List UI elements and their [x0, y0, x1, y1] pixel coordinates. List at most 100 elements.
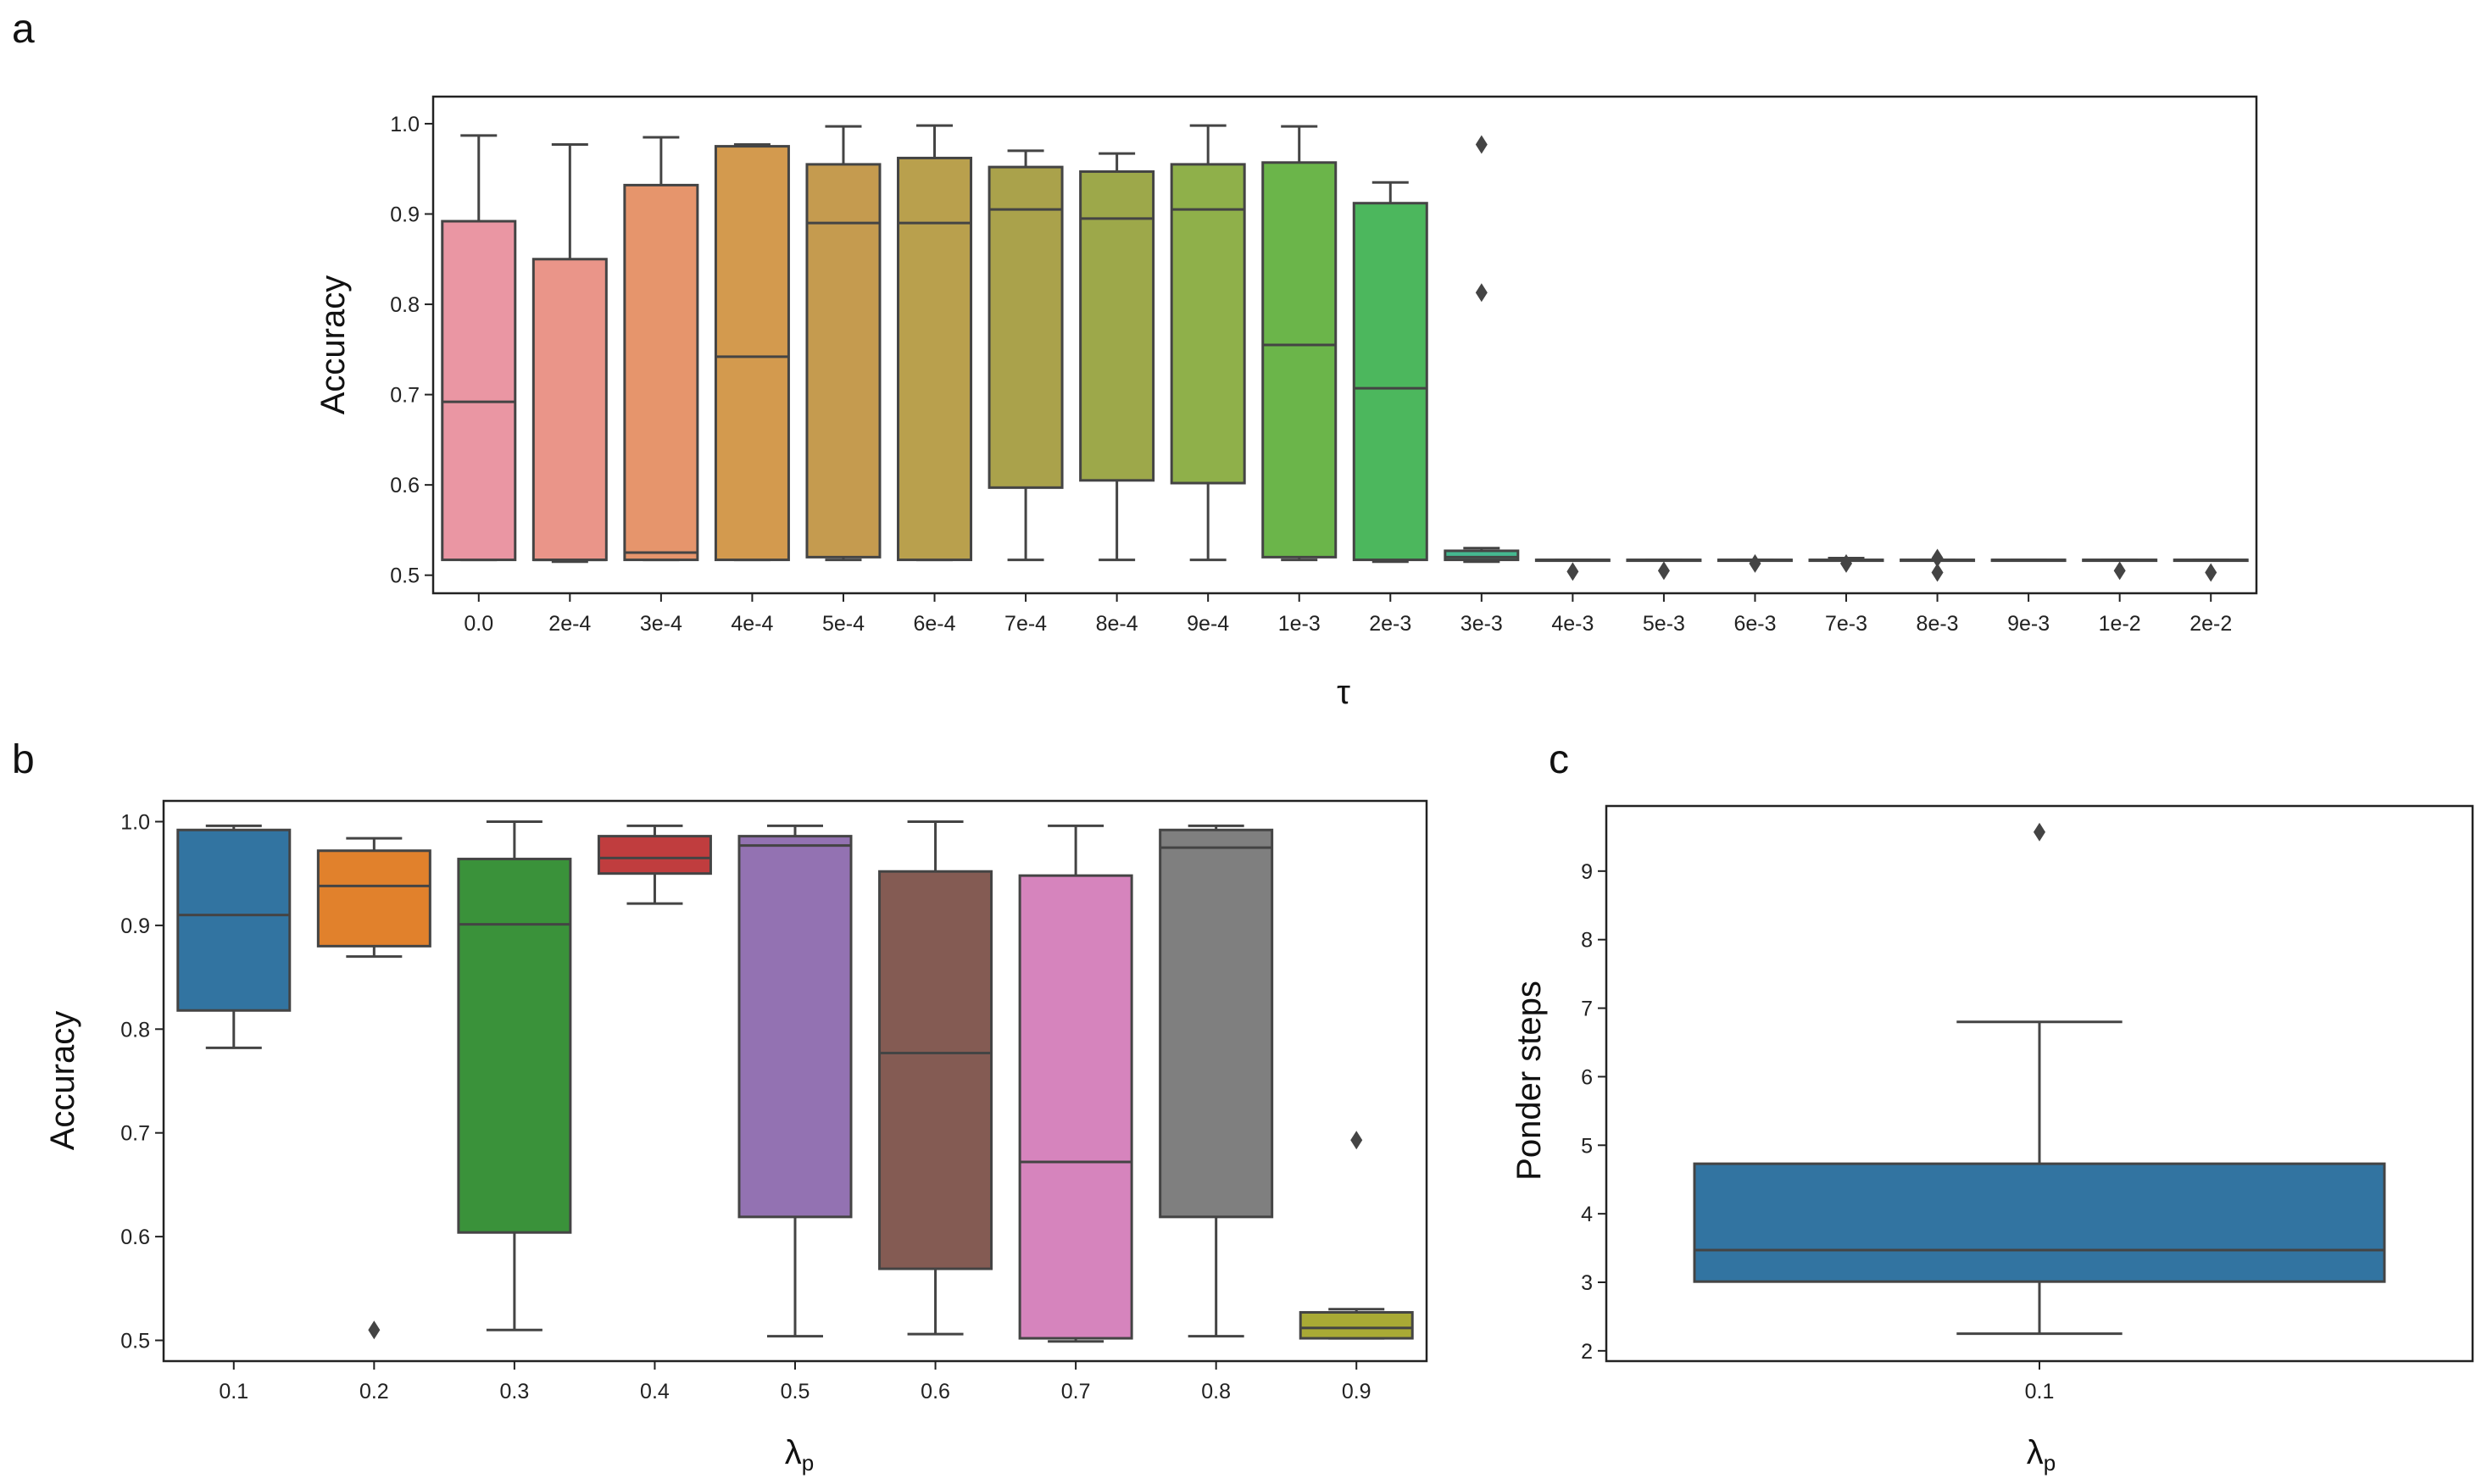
panel-b: b 0.50.60.70.80.91.00.1 0.2 0.3 0.4 0.5 0.6 0.… [12, 737, 1428, 1476]
panel-b-box-0.9 [1299, 1131, 1414, 1340]
panel-a-xtick-label: 6e-4 [914, 612, 956, 636]
outlier-point [1931, 563, 1944, 582]
panel-c-letter: c [1549, 737, 1569, 782]
panel-a-ytick-label: 0.9 [390, 203, 420, 227]
box-iqr [737, 835, 853, 1219]
panel-c-ytick-label: 8 [1581, 929, 1593, 953]
panel-a-box-1e-2 [2082, 559, 2158, 581]
panel-a-box-1e-3 [1261, 125, 1338, 562]
box-iqr [176, 828, 292, 1012]
panel-a-xlabel: τ [1337, 674, 1350, 711]
box-iqr [878, 870, 993, 1270]
panel-b-ylabel: Accuracy [44, 1011, 81, 1151]
panel-a-box-2e-4 [531, 142, 608, 564]
box-iqr [897, 156, 973, 562]
panel-b-xlabel: λp [785, 1434, 814, 1476]
panel-a-box-3e-3 [1444, 135, 1520, 564]
box-iqr [457, 858, 572, 1234]
panel-a-xtick-label: 7e-3 [1825, 612, 1867, 636]
panel-b-xtick-label: 0.2 [359, 1380, 389, 1403]
panel-a-xtick-label: 6e-3 [1733, 612, 1776, 636]
box-iqr [1018, 874, 1133, 1340]
outlier-point [368, 1320, 381, 1340]
box-iqr [1693, 1162, 2386, 1283]
panel-b-ytick-label: 0.5 [120, 1330, 150, 1353]
outlier-point [2113, 561, 2126, 581]
outlier-point [2205, 563, 2217, 582]
panel-c-ytick-label: 6 [1581, 1065, 1593, 1089]
panel-a-box-9e-3 [1990, 559, 2067, 563]
panel-a-xtick-label: 2e-4 [548, 612, 591, 636]
panel-c-plot-area: 2 3 4 5 6 7 8 9 0.1 [1581, 822, 2386, 1403]
panel-b-xtick-label: 0.6 [921, 1380, 950, 1403]
panel-a-xtick-label: 9e-3 [2007, 612, 2050, 636]
panel-b-box-0.7 [1018, 824, 1133, 1343]
panel-b-frame [162, 799, 1428, 1363]
panel-a-ytick-label: 0.6 [390, 474, 420, 497]
panel-c-ytick-label: 3 [1581, 1271, 1593, 1295]
panel-a-box-5e-3 [1626, 559, 1702, 581]
panel-b-xtick-label: 0.1 [219, 1380, 248, 1403]
box-iqr [1261, 161, 1338, 559]
panel-a-xtick-label: 7e-4 [1004, 612, 1047, 636]
panel-b-ytick-label: 1.0 [120, 810, 150, 834]
panel-b-xtick-label: 0.8 [1201, 1380, 1231, 1403]
box-iqr [1159, 828, 1274, 1219]
panel-a-box-6e-3 [1716, 553, 1793, 573]
panel-b-xtick-label: 0.4 [640, 1380, 670, 1403]
outlier-point [1475, 283, 1488, 303]
panel-a-xtick-label: 2e-2 [2189, 612, 2232, 636]
panel-a-ylabel: Accuracy [314, 275, 352, 415]
panel-a-xtick-label: 4e-4 [731, 612, 773, 636]
box-iqr [597, 835, 712, 875]
box-iqr [1079, 170, 1155, 482]
panel-a-xtick-label: 1e-2 [2099, 612, 2141, 636]
panel-b-ytick-label: 0.8 [120, 1018, 150, 1042]
panel-b-xlabel-subscript: p [802, 1450, 814, 1476]
panel-b-ytick-label: 0.9 [120, 914, 150, 938]
panel-a-xtick-label: 1e-3 [1278, 612, 1321, 636]
panel-b-box-0.1 [176, 824, 292, 1049]
panel-a-box-4e-4 [714, 142, 790, 562]
panel-c-ytick-label: 9 [1581, 860, 1593, 884]
box-iqr [1444, 549, 1520, 562]
panel-c-box-0.1 [1693, 822, 2386, 1336]
panel-c-xlabel-subscript: p [2044, 1450, 2056, 1476]
panel-c-ylabel: Ponder steps [1511, 981, 1548, 1181]
outlier-point [1840, 553, 1853, 573]
panel-b-box-0.4 [597, 824, 712, 905]
panel-a-xtick-label: 5e-4 [822, 612, 865, 636]
panel-a-box-4e-3 [1534, 559, 1611, 581]
panel-c: c 2 3 4 5 6 7 8 9 0.1 Ponder steps λp [1511, 737, 2474, 1476]
outlier-point [1475, 135, 1488, 154]
panel-a-box-5e-4 [805, 125, 882, 562]
panel-b-plot-area: 0.5 0.6 0.7 0.8 0.9 1.0 0.1 0.2 0.3 0.4 0.5 0.6 0.7 0… [120, 810, 1414, 1403]
panel-a-box-2e-3 [1352, 181, 1428, 564]
box-iqr [805, 163, 882, 559]
outlier-point [1657, 561, 1670, 581]
panel-b-ytick-label: 0.7 [120, 1122, 150, 1146]
panel-a-xtick-label: 5e-3 [1643, 612, 1685, 636]
panel-a-box-0.0 [441, 134, 517, 562]
panel-a-box-2e-2 [2173, 559, 2249, 582]
box-iqr [1352, 202, 1428, 562]
panel-b-xtick-label: 0.9 [1342, 1380, 1371, 1403]
panel-b-box-0.2 [316, 836, 431, 1340]
box-iqr [714, 145, 790, 562]
panel-a-ytick-label: 0.8 [390, 293, 420, 317]
outlier-point [1566, 562, 1579, 581]
box-iqr [988, 165, 1064, 489]
panel-a-frame [431, 95, 2258, 595]
panel-a-box-7e-4 [988, 149, 1064, 562]
panel-a-ytick-label: 1.0 [390, 113, 420, 136]
panel-c-ytick-label: 7 [1581, 998, 1593, 1021]
box-iqr [1299, 1310, 1414, 1340]
panel-b-box-0.3 [457, 820, 572, 1331]
panel-c-ytick-label: 2 [1581, 1340, 1593, 1364]
panel-b-ytick-label: 0.6 [120, 1226, 150, 1249]
panel-b-xtick-label: 0.3 [500, 1380, 530, 1403]
panel-a-box-7e-3 [1808, 553, 1884, 573]
panel-a-box-8e-4 [1079, 152, 1155, 562]
panel-a-box-3e-4 [623, 136, 699, 562]
